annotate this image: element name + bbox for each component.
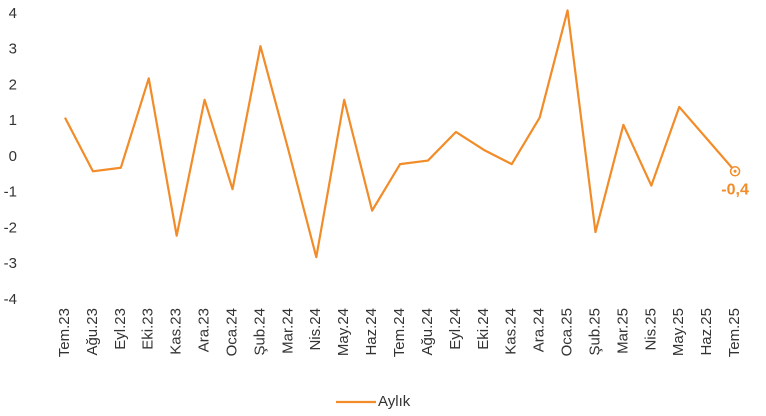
x-tick-label: Ağu.24 bbox=[419, 308, 436, 356]
x-tick-label: Ağu.23 bbox=[84, 308, 101, 356]
x-tick-label: Eyl.23 bbox=[112, 308, 129, 350]
y-tick-label: 2 bbox=[9, 76, 17, 93]
y-tick-label: -4 bbox=[4, 291, 17, 308]
x-tick-label: Eyl.24 bbox=[447, 308, 464, 350]
line bbox=[64, 9, 736, 259]
point-dot bbox=[733, 169, 737, 173]
x-tick-label: Tem.24 bbox=[391, 308, 408, 357]
x-tick-label: Oca.25 bbox=[559, 308, 576, 356]
x-tick-label: Kas.23 bbox=[168, 308, 185, 355]
y-tick-label: 1 bbox=[9, 112, 17, 129]
data-label: -0,4 bbox=[721, 182, 749, 199]
x-tick-label: Nis.25 bbox=[642, 308, 659, 351]
x-tick-label: Oca.24 bbox=[223, 308, 240, 356]
x-tick-label: Mar.25 bbox=[614, 308, 631, 354]
x-tick-label: Ara.24 bbox=[531, 308, 548, 352]
x-tick-label: May.25 bbox=[670, 308, 687, 356]
x-tick-label: Haz.24 bbox=[363, 308, 380, 356]
y-tick-label: 0 bbox=[9, 148, 17, 165]
x-tick-label: Kas.24 bbox=[503, 308, 520, 355]
legend-label: Aylık bbox=[378, 393, 411, 410]
x-tick-label: Eki.24 bbox=[475, 308, 492, 350]
x-tick-label: Tem.23 bbox=[56, 308, 73, 357]
y-tick-label: -1 bbox=[4, 184, 17, 201]
x-tick-label: Mar.24 bbox=[279, 308, 296, 354]
x-tick-label: Eki.23 bbox=[140, 308, 157, 350]
x-tick-label: Nis.24 bbox=[307, 308, 324, 351]
y-tick-label: -3 bbox=[4, 255, 17, 272]
y-tick-label: -2 bbox=[4, 219, 17, 236]
x-tick-label: Ara.23 bbox=[196, 308, 213, 352]
x-tick-label: Haz.25 bbox=[698, 308, 715, 356]
x-tick-label: Tem.25 bbox=[726, 308, 743, 357]
x-tick-label: Şub.24 bbox=[251, 308, 268, 356]
y-tick-label: 4 bbox=[9, 5, 17, 22]
x-tick-label: Şub.25 bbox=[586, 308, 603, 356]
y-tick-label: 3 bbox=[9, 41, 17, 58]
x-tick-label: May.24 bbox=[335, 308, 352, 356]
